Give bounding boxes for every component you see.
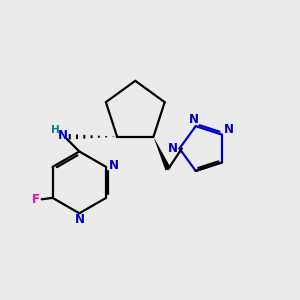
Text: N: N	[224, 123, 233, 136]
Text: H: H	[50, 125, 59, 135]
Text: N: N	[109, 159, 118, 172]
Polygon shape	[154, 137, 171, 170]
Text: N: N	[168, 142, 178, 155]
Text: F: F	[32, 193, 40, 206]
Text: N: N	[58, 129, 68, 142]
Text: N: N	[75, 213, 85, 226]
Text: N: N	[189, 113, 199, 126]
